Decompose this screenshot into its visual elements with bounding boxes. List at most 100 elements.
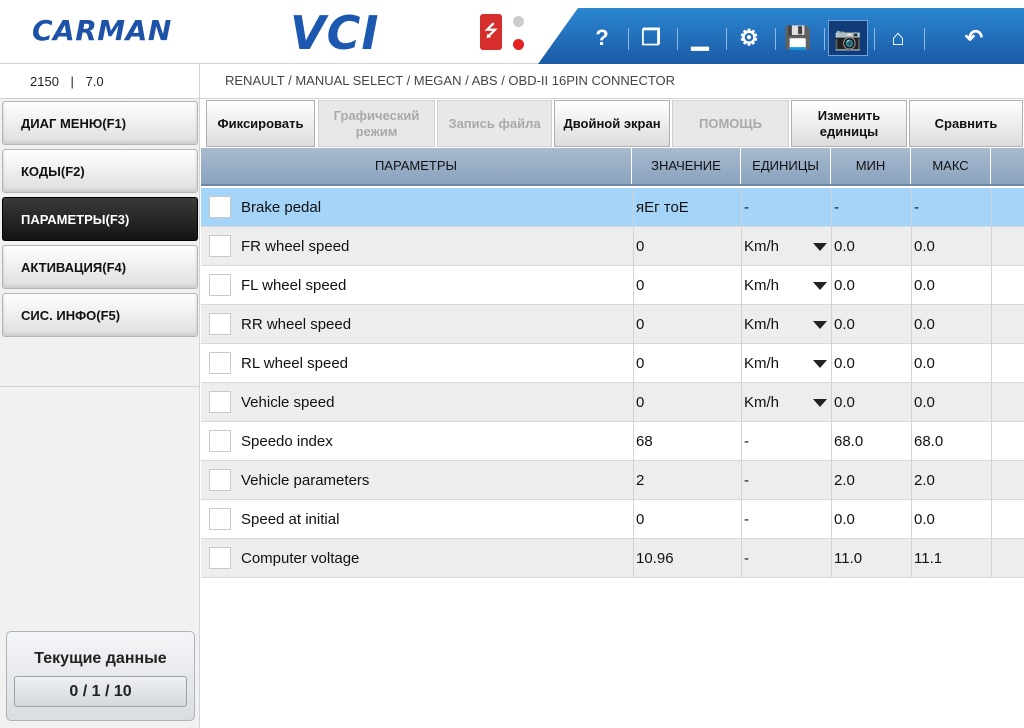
col-value[interactable]: ЗНАЧЕНИЕ (632, 148, 741, 184)
param-value: 0 (633, 305, 741, 344)
col-min[interactable]: МИН (831, 148, 911, 184)
param-unit: Km/h (741, 383, 831, 422)
save-icon[interactable]: 💾 (784, 25, 812, 50)
row-spacer (991, 188, 1024, 227)
change-units-button[interactable]: Изменить единицы (791, 100, 907, 147)
row-checkbox[interactable] (209, 430, 231, 452)
row-checkbox[interactable] (209, 313, 231, 335)
param-min: 0.0 (831, 227, 911, 266)
nav-system-info[interactable]: СИС. ИНФО(F5) (2, 293, 198, 337)
window-icon[interactable]: ❐ (641, 25, 661, 50)
table-row[interactable]: FL wheel speed 0 Km/h 0.0 0.0 (201, 266, 1024, 305)
table-row[interactable]: RL wheel speed 0 Km/h 0.0 0.0 (201, 344, 1024, 383)
nav-codes[interactable]: КОДЫ(F2) (2, 149, 198, 193)
top-toolbar: ? ❐ ▁ ⚙ 💾 📷 ⌂ ↶ (538, 8, 1024, 64)
table-row[interactable]: Brake pedal яЕг тоЕ - - - (201, 188, 1024, 227)
table-row[interactable]: Vehicle speed 0 Km/h 0.0 0.0 (201, 383, 1024, 422)
row-checkbox[interactable] (209, 274, 231, 296)
app-header: CARMAN VCI ⭍ ? ❐ ▁ ⚙ 💾 📷 ⌂ ↶ (0, 0, 1024, 64)
nav-parameters[interactable]: ПАРАМЕТРЫ(F3) (2, 197, 198, 241)
current-data-title: Текущие данные (34, 650, 167, 667)
param-max: 0.0 (911, 344, 991, 383)
table-row[interactable]: Speedo index 68-68.0 68.0 (201, 422, 1024, 461)
param-name: Vehicle parameters (241, 472, 370, 489)
nav-activation[interactable]: АКТИВАЦИЯ(F4) (2, 245, 198, 289)
toolbar-divider (874, 28, 875, 50)
param-name: Computer voltage (241, 550, 360, 567)
carman-logo: CARMAN (32, 14, 172, 47)
connection-led-icon (513, 39, 524, 50)
row-checkbox[interactable] (209, 547, 231, 569)
table-row[interactable]: FR wheel speed 0 Km/h 0.0 0.0 (201, 227, 1024, 266)
param-min: 0.0 (831, 266, 911, 305)
row-spacer (991, 539, 1024, 578)
param-min: 0.0 (831, 500, 911, 539)
home-icon[interactable]: ⌂ (891, 25, 905, 50)
unit-dropdown-icon[interactable] (813, 321, 827, 329)
toolbar-divider (628, 28, 629, 50)
device-id: 2150 (30, 74, 59, 89)
param-name: Speedo index (241, 433, 333, 450)
param-max: 2.0 (911, 461, 991, 500)
row-checkbox[interactable] (209, 469, 231, 491)
settings-icon[interactable]: ⚙ (739, 25, 759, 50)
col-max[interactable]: МАКС (911, 148, 991, 184)
row-checkbox[interactable] (209, 235, 231, 257)
row-spacer (991, 344, 1024, 383)
param-max: 11.1 (911, 539, 991, 578)
param-min: 0.0 (831, 344, 911, 383)
unit-dropdown-icon[interactable] (813, 282, 827, 290)
action-toolbar: Фиксировать Графический режим Запись фай… (201, 99, 1024, 148)
help-icon[interactable]: ? (595, 25, 609, 50)
unit-dropdown-icon[interactable] (813, 399, 827, 407)
back-icon[interactable]: ↶ (964, 25, 984, 50)
param-value: 10.96 (633, 539, 741, 578)
row-checkbox[interactable] (209, 508, 231, 530)
graph-mode-button[interactable]: Графический режим (318, 100, 435, 147)
row-spacer (991, 305, 1024, 344)
param-name: FR wheel speed (241, 238, 350, 255)
table-row[interactable]: Speed at initial 0-0.0 0.0 (201, 500, 1024, 539)
param-unit: - (741, 500, 831, 539)
param-name: Brake pedal (241, 199, 322, 216)
unit-dropdown-icon[interactable] (813, 243, 827, 251)
param-max: - (911, 188, 991, 227)
param-value: 0 (633, 500, 741, 539)
table-row[interactable]: Vehicle parameters 2-2.0 2.0 (201, 461, 1024, 500)
row-checkbox[interactable] (209, 391, 231, 413)
row-checkbox[interactable] (209, 352, 231, 374)
row-spacer (991, 422, 1024, 461)
current-data-panel: Текущие данные 0 / 1 / 10 (6, 631, 195, 721)
param-name: Vehicle speed (241, 394, 335, 411)
table-row[interactable]: Computer voltage 10.96-11.0 11.1 (201, 539, 1024, 578)
left-sidebar: ДИАГ МЕНЮ(F1) КОДЫ(F2) ПАРАМЕТРЫ(F3) АКТ… (0, 99, 200, 728)
param-value: 0 (633, 227, 741, 266)
vci-logo: VCI (290, 6, 380, 60)
table-row[interactable]: RR wheel speed 0 Km/h 0.0 0.0 (201, 305, 1024, 344)
param-max: 68.0 (911, 422, 991, 461)
param-max: 0.0 (911, 227, 991, 266)
param-max: 0.0 (911, 305, 991, 344)
camera-icon[interactable]: 📷 (828, 20, 868, 56)
unit-dropdown-icon[interactable] (813, 360, 827, 368)
row-spacer (991, 227, 1024, 266)
param-name: Speed at initial (241, 511, 340, 528)
software-version: 7.0 (85, 74, 104, 89)
record-file-button[interactable]: Запись файла (437, 100, 552, 147)
info-bar: 2150 | 7.0 RENAULT / MANUAL SELECT / MEG… (0, 64, 1024, 99)
param-min: - (831, 188, 911, 227)
col-units[interactable]: ЕДИНИЦЫ (741, 148, 831, 184)
param-name: RL wheel speed (241, 355, 349, 372)
compare-button[interactable]: Сравнить (909, 100, 1023, 147)
param-value: 68 (633, 422, 741, 461)
dual-screen-button[interactable]: Двойной экран (554, 100, 670, 147)
nav-diag-menu[interactable]: ДИАГ МЕНЮ(F1) (2, 101, 198, 145)
minimize-icon[interactable]: ▁ (691, 25, 709, 50)
freeze-button[interactable]: Фиксировать (206, 100, 315, 147)
row-checkbox[interactable] (209, 196, 231, 218)
param-name: RR wheel speed (241, 316, 352, 333)
param-unit: Km/h (741, 305, 831, 344)
parameters-table: ПАРАМЕТРЫ ЗНАЧЕНИЕ ЕДИНИЦЫ МИН МАКС Brak… (201, 148, 1024, 580)
col-param[interactable]: ПАРАМЕТРЫ (201, 148, 632, 184)
help-button[interactable]: ПОМОЩЬ (672, 100, 789, 147)
